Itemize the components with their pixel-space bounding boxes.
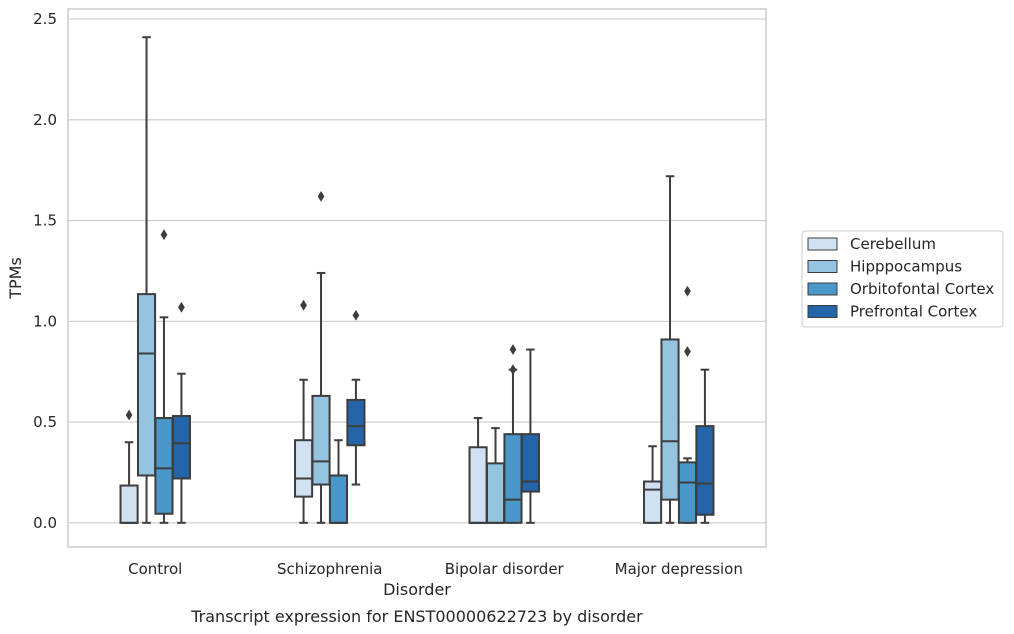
series-prefrontal-cortex bbox=[171, 301, 715, 524]
y-tick-label: 1.5 bbox=[33, 212, 57, 230]
box-iqr bbox=[468, 446, 488, 524]
x-tick-label: Control bbox=[128, 560, 182, 578]
box-iqr bbox=[643, 480, 663, 524]
box-iqr bbox=[660, 338, 680, 501]
legend-label: Hipppocampus bbox=[850, 258, 962, 276]
plot-area-frame bbox=[67, 8, 767, 548]
legend: Cerebellum Hipppocampus Orbitofontal Corte… bbox=[801, 230, 1004, 328]
series-hipppocampus bbox=[136, 36, 680, 524]
box bbox=[119, 409, 139, 524]
box bbox=[660, 175, 680, 524]
series-orbitofontal-cortex bbox=[154, 229, 698, 524]
legend-swatch bbox=[807, 260, 838, 273]
y-tick-label: 2.5 bbox=[33, 10, 57, 28]
legend-label: Prefrontal Cortex bbox=[850, 303, 977, 321]
box-iqr bbox=[328, 474, 349, 524]
legend-item: Prefrontal Cortex bbox=[807, 303, 977, 321]
legend-label: Orbitofontal Cortex bbox=[850, 280, 994, 298]
x-axis-label: Disorder bbox=[383, 580, 451, 599]
y-tick-label: 0.5 bbox=[33, 413, 57, 431]
box bbox=[468, 417, 488, 524]
box bbox=[171, 301, 191, 524]
box bbox=[520, 348, 540, 524]
box bbox=[346, 309, 366, 486]
box-iqr bbox=[154, 417, 174, 515]
box bbox=[328, 439, 349, 524]
y-tick-label: 0.0 bbox=[33, 514, 57, 532]
box-groups bbox=[119, 36, 715, 524]
y-tick-label: 2.0 bbox=[33, 111, 57, 129]
x-tick-label: Schizophrenia bbox=[277, 560, 382, 578]
outlier-point bbox=[160, 229, 168, 241]
outlier-point bbox=[684, 346, 691, 357]
box-iqr bbox=[695, 425, 715, 516]
y-tick-label: 1.0 bbox=[33, 312, 57, 330]
box bbox=[643, 445, 663, 524]
outlier-point bbox=[125, 409, 133, 421]
x-tick-label: Bipolar disorder bbox=[445, 560, 565, 578]
series-cerebellum bbox=[119, 299, 663, 524]
box-iqr bbox=[171, 415, 191, 480]
legend-item: Cerebellum bbox=[807, 235, 936, 253]
legend-item: Hipppocampus bbox=[807, 258, 962, 276]
box bbox=[294, 299, 314, 524]
box bbox=[154, 229, 174, 524]
box bbox=[485, 427, 506, 524]
chart-caption: Transcript expression for ENST0000062272… bbox=[190, 607, 643, 626]
box-iqr bbox=[503, 433, 523, 524]
legend-swatch bbox=[807, 282, 838, 296]
x-axis-ticks: Control Schizophrenia Bipolar disorder Majo… bbox=[128, 560, 743, 578]
outlier-point bbox=[684, 285, 691, 297]
outlier-point bbox=[300, 299, 307, 311]
legend-swatch bbox=[807, 305, 838, 318]
outlier-point bbox=[509, 344, 517, 355]
x-tick-label: Major depression bbox=[615, 560, 743, 578]
box bbox=[311, 190, 331, 524]
box bbox=[503, 344, 523, 524]
box-iqr bbox=[485, 462, 506, 524]
y-axis-ticks: 0.0 0.5 1.0 1.5 2.0 2.5 bbox=[33, 10, 57, 532]
box-iqr bbox=[119, 484, 139, 524]
box-iqr bbox=[294, 439, 314, 498]
box-iqr bbox=[520, 433, 540, 493]
box bbox=[136, 36, 157, 524]
legend-swatch bbox=[807, 237, 838, 251]
box bbox=[695, 368, 715, 524]
box-iqr bbox=[677, 461, 698, 524]
y-axis-label: TPMs bbox=[6, 257, 25, 300]
box-iqr bbox=[136, 293, 157, 477]
legend-item: Orbitofontal Cortex bbox=[807, 280, 994, 298]
box-iqr bbox=[346, 398, 366, 447]
box-iqr bbox=[311, 394, 331, 486]
outlier-point bbox=[178, 301, 185, 313]
legend-label: Cerebellum bbox=[850, 235, 936, 253]
outlier-point bbox=[352, 309, 360, 321]
legend-frame bbox=[801, 230, 1004, 328]
outlier-point bbox=[509, 364, 517, 376]
outlier-point bbox=[317, 190, 325, 202]
